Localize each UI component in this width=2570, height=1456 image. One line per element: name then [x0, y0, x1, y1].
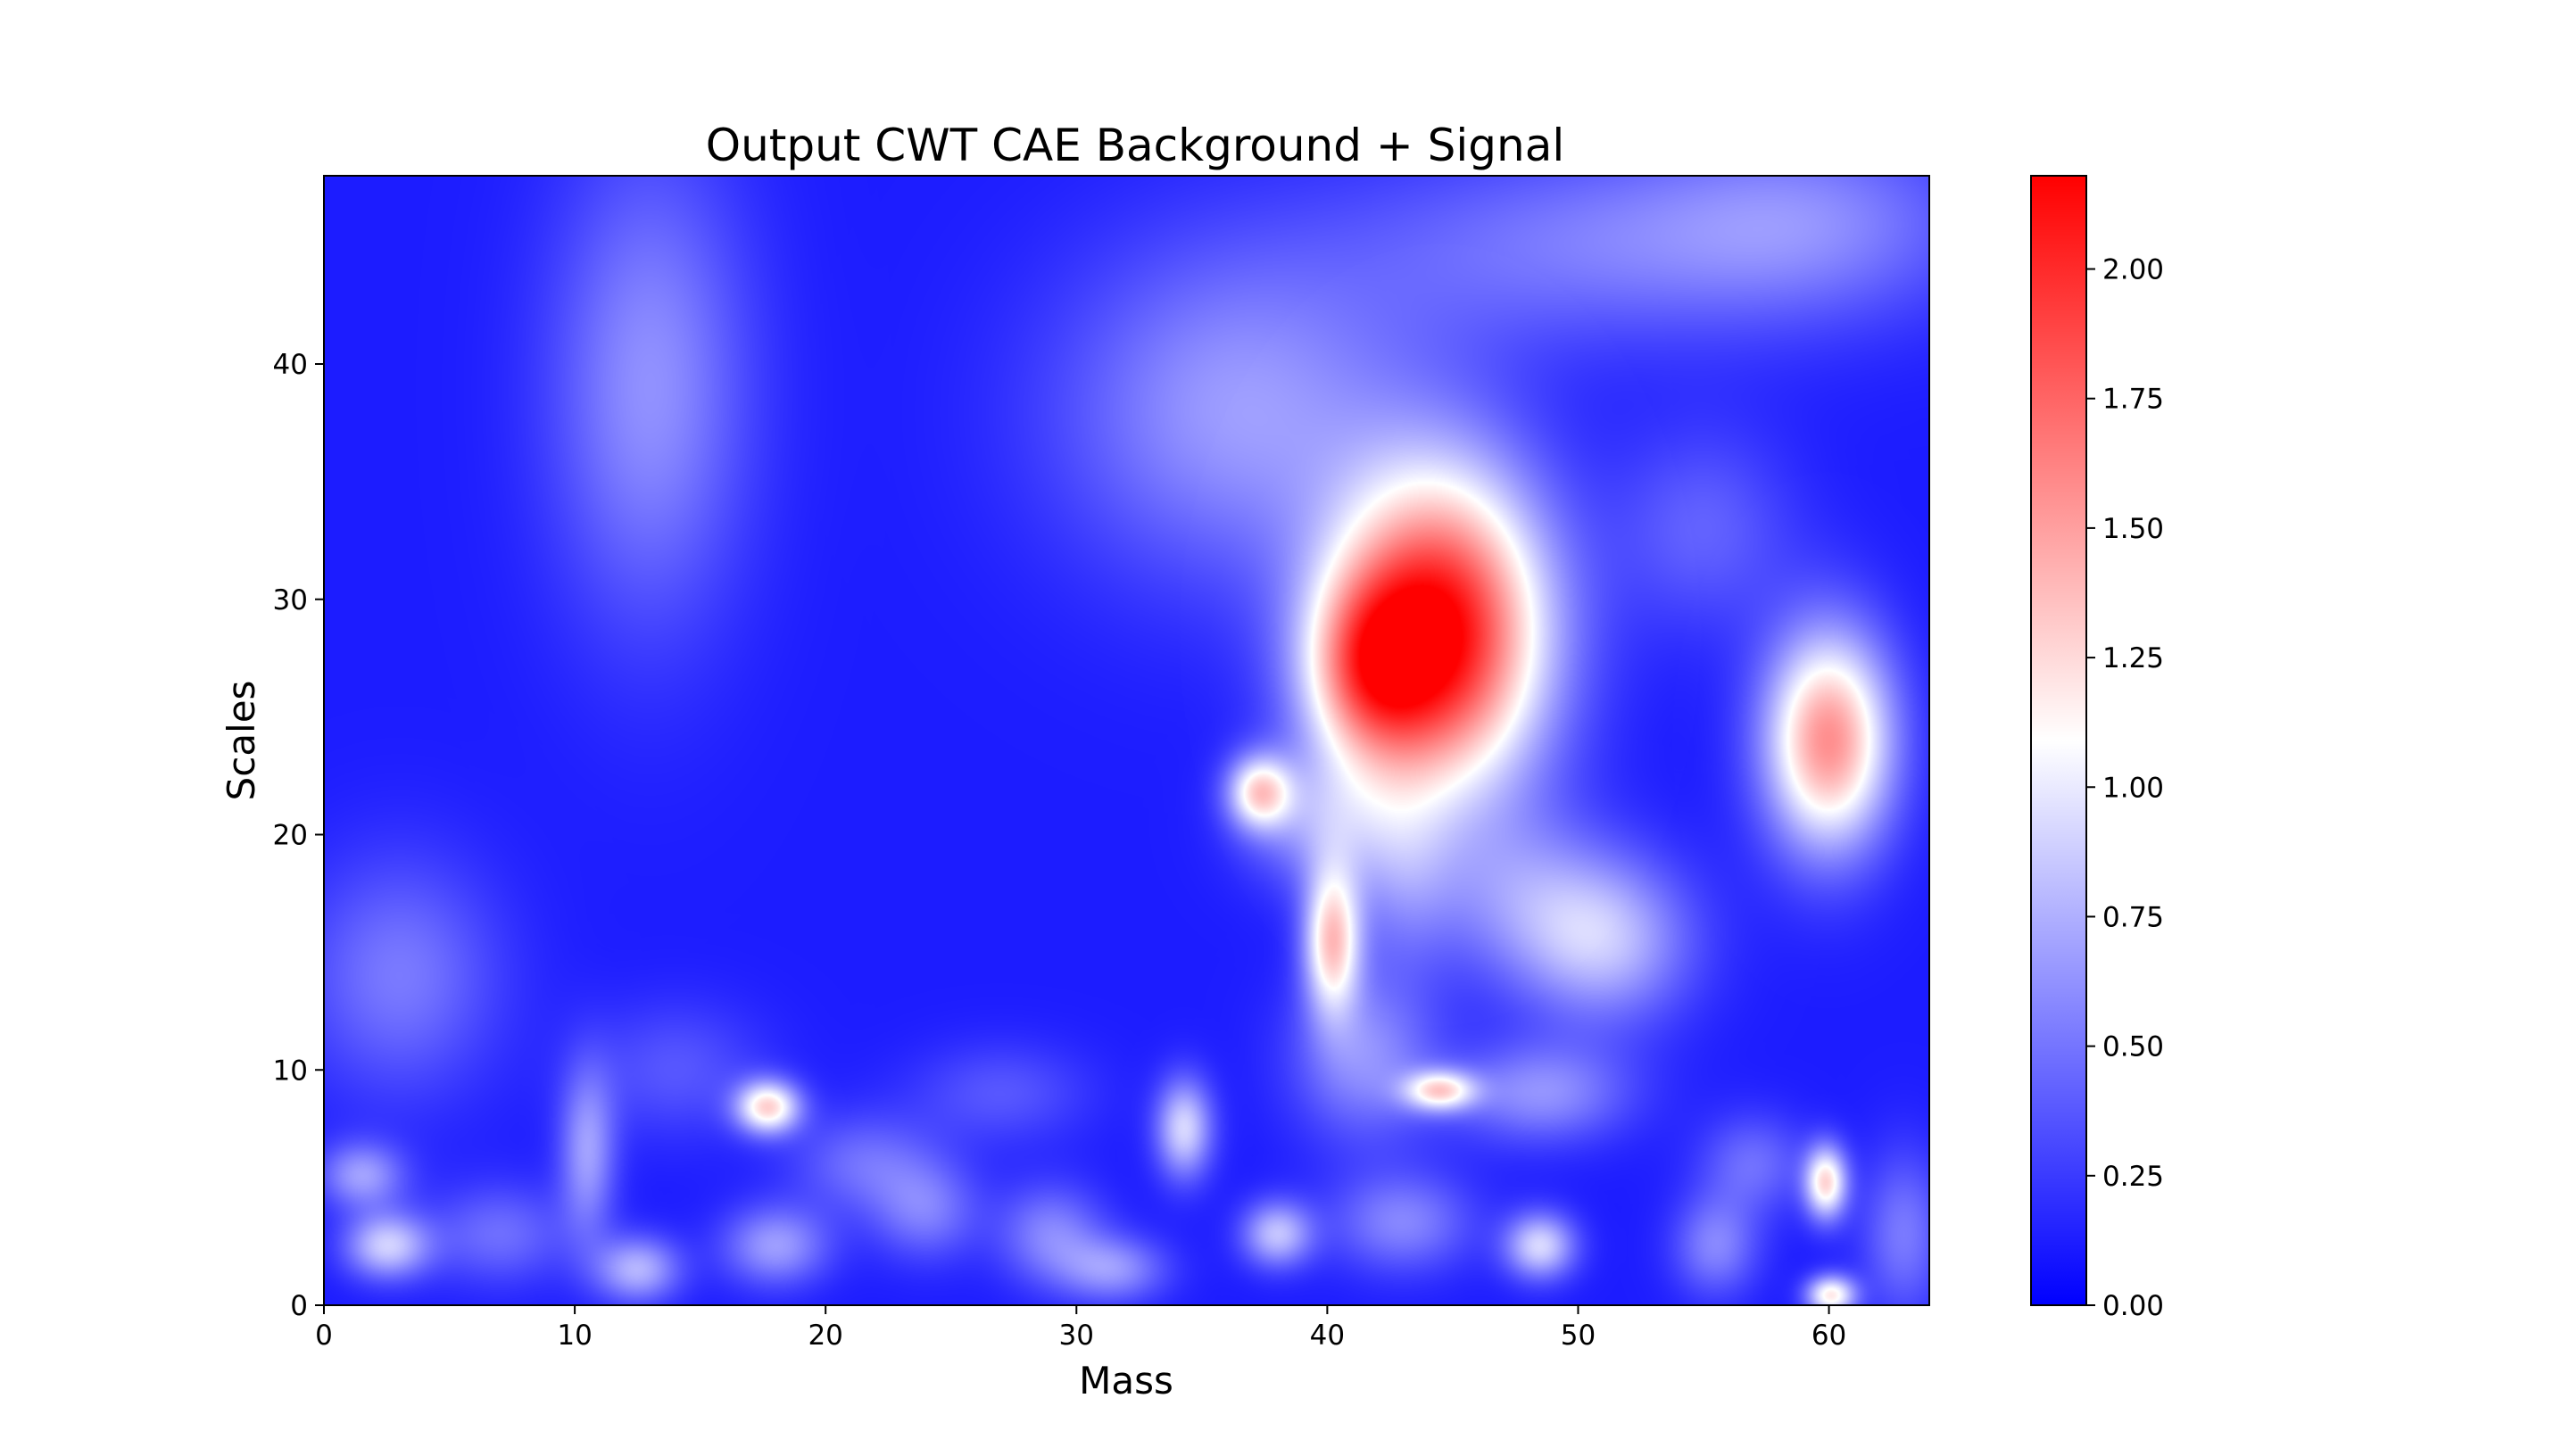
y-axis-label: Scales	[220, 681, 263, 801]
y-axis-ticks: 0 10 20 30 40	[273, 349, 324, 1322]
x-tick-label: 50	[1561, 1320, 1596, 1352]
plot-area-frame	[323, 175, 1930, 1306]
x-tick-label: 60	[1811, 1320, 1846, 1352]
colorbar-tick-label: 1.00	[2102, 772, 2164, 804]
colorbar-tick-label: 0.75	[2102, 901, 2164, 933]
x-axis-label: Mass	[1079, 1359, 1173, 1402]
colorbar	[2030, 175, 2087, 1306]
y-tick-label: 20	[273, 820, 308, 852]
colorbar-tick-label: 1.25	[2102, 642, 2164, 674]
x-tick-label: 40	[1310, 1320, 1345, 1352]
colorbar-tick-label: 0.50	[2102, 1031, 2164, 1063]
x-axis-ticks: 0 10 20 30 40 50 60	[315, 1305, 1846, 1352]
x-tick-label: 10	[557, 1320, 592, 1352]
colorbar-ticks: 0.00 0.25 0.50 0.75 1.00 1.25 1.50 1.75 2.00	[2086, 254, 2164, 1322]
y-tick-label: 0	[290, 1290, 308, 1322]
x-tick-label: 20	[808, 1320, 842, 1352]
colorbar-tick-label: 0.25	[2102, 1161, 2164, 1193]
colorbar-tick-label: 1.75	[2102, 384, 2164, 416]
colorbar-tick-label: 1.50	[2102, 513, 2164, 545]
chart-title: Output CWT CAE Background + Signal	[706, 120, 1565, 171]
colorbar-tick-label: 0.00	[2102, 1290, 2164, 1322]
x-tick-label: 30	[1059, 1320, 1094, 1352]
y-tick-label: 10	[273, 1055, 308, 1087]
heatmap-canvas	[324, 176, 1929, 1305]
y-tick-label: 40	[273, 349, 308, 381]
colorbar-tick-label: 2.00	[2102, 254, 2164, 286]
y-tick-label: 30	[273, 584, 308, 616]
x-tick-label: 0	[315, 1320, 333, 1352]
